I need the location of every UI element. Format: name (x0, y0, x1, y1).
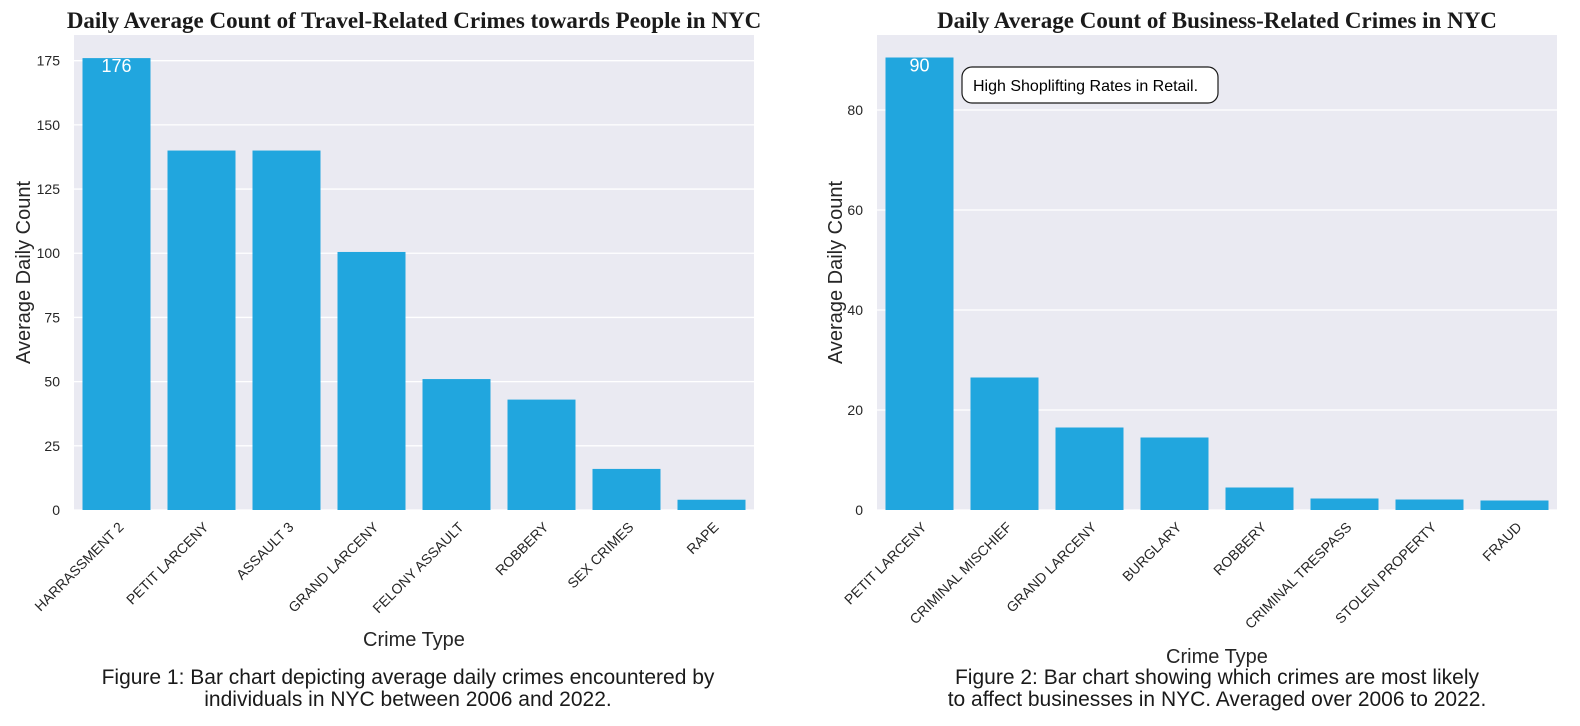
travel-crimes-chart: 176 0 25 50 75 100 125 150 175 HARRASSMENT 2PET… (13, 8, 761, 711)
business-bar-robbery (1225, 487, 1294, 510)
travel-bar-petit-larceny (167, 150, 236, 511)
business-bar-criminal-mischief (970, 377, 1039, 510)
travel-x-tick-label-harrassment-2: HARRASSMENT 2 (31, 519, 126, 614)
figure-1-caption-line-1: Figure 1: Bar chart depicting average da… (102, 666, 715, 689)
business-x-tick-label-grand-larceny: GRAND LARCENY (1003, 518, 1100, 615)
travel-x-tick-label-sex-crimes: SEX CRIMES (564, 519, 636, 591)
travel-crimes-bars: 176 (82, 56, 746, 511)
travel-x-tick-label-felony-assault: FELONY ASSAULT (369, 518, 467, 616)
travel-bar-grand-larceny (337, 251, 406, 510)
travel-bar-harrassment-2 (82, 58, 151, 511)
travel-x-tick-label-rape: RAPE (683, 519, 721, 557)
business-crimes-x-axis-label: Crime Type (1166, 646, 1268, 668)
business-bar-fraud (1480, 500, 1549, 510)
business-y-tick-label: 60 (847, 202, 863, 218)
travel-y-tick-label: 150 (37, 117, 61, 133)
travel-bar-assault-3 (252, 150, 321, 511)
travel-bar-rape (677, 499, 746, 510)
business-crimes-y-ticks: 0 20 40 60 80 (847, 102, 863, 518)
travel-y-tick-label: 0 (52, 502, 60, 518)
business-x-tick-label-robbery: ROBBERY (1210, 518, 1270, 578)
annotation-text: High Shoplifting Rates in Retail. (973, 78, 1198, 95)
shoplifting-annotation: High Shoplifting Rates in Retail. (961, 66, 1219, 104)
travel-y-tick-label: 50 (44, 374, 60, 390)
annotation-box (961, 66, 1219, 104)
travel-crimes-chart-title: Daily Average Count of Travel-Related Cr… (67, 8, 761, 33)
figure-1-caption-line-2: individuals in NYC between 2006 and 2022… (204, 688, 611, 711)
figure-2-caption-line-1: Figure 2: Bar chart showing which crimes… (955, 666, 1480, 689)
travel-y-tick-label: 100 (37, 245, 61, 261)
business-bar-criminal-trespass (1310, 498, 1379, 510)
travel-bar-felony-assault (422, 379, 491, 510)
business-bar-stolen-property (1395, 499, 1464, 510)
business-bar-petit-larceny (885, 57, 954, 510)
business-x-tick-label-petit-larceny: PETIT LARCENY (841, 518, 930, 607)
travel-x-tick-label-grand-larceny: GRAND LARCENY (285, 518, 382, 615)
travel-y-tick-label: 25 (44, 438, 60, 454)
travel-x-tick-label-robbery: ROBBERY (492, 518, 552, 578)
business-y-tick-label: 20 (847, 402, 863, 418)
travel-x-tick-label-assault-3: ASSAULT 3 (233, 519, 297, 583)
business-bar-value-label: 90 (909, 56, 929, 76)
travel-crimes-x-axis-label: Crime Type (363, 629, 465, 651)
travel-bar-robbery (507, 399, 576, 510)
business-x-tick-label-fraud: FRAUD (1479, 519, 1524, 564)
business-y-tick-label: 0 (855, 502, 863, 518)
travel-crimes-y-ticks: 0 25 50 75 100 125 150 175 (37, 53, 61, 518)
travel-x-tick-label-petit-larceny: PETIT LARCENY (123, 518, 212, 607)
travel-bar-sex-crimes (592, 468, 661, 510)
travel-y-tick-label: 125 (37, 181, 61, 197)
business-bar-burglary (1140, 437, 1209, 510)
business-crimes-bars: 90 (885, 56, 1549, 510)
business-x-tick-label-burglary: BURGLARY (1119, 518, 1185, 584)
business-crimes-chart-title: Daily Average Count of Business-Related … (937, 8, 1497, 33)
business-y-tick-label: 40 (847, 302, 863, 318)
travel-y-tick-label: 75 (44, 309, 60, 325)
figure-2-caption-line-2: to affect businesses in NYC. Averaged ov… (948, 688, 1487, 711)
business-y-tick-label: 80 (847, 102, 863, 118)
business-bar-grand-larceny (1055, 427, 1124, 510)
travel-bar-value-label: 176 (101, 56, 131, 76)
travel-crimes-y-axis-label: Average Daily Count (13, 181, 35, 365)
travel-y-tick-label: 175 (37, 53, 61, 69)
business-crimes-y-axis-label: Average Daily Count (825, 181, 847, 365)
